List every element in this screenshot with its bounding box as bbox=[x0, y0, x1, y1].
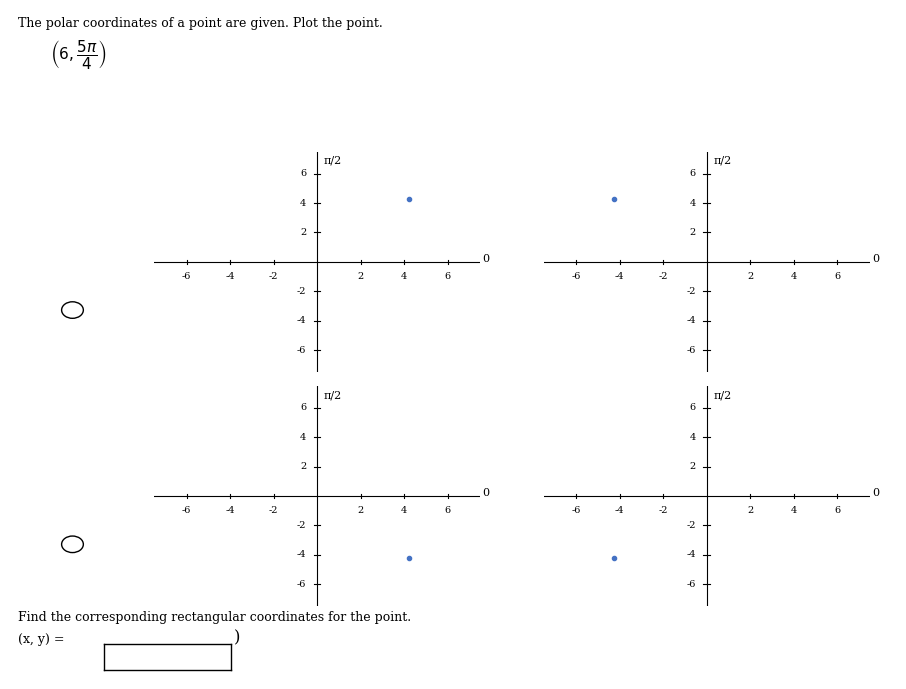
Text: -4: -4 bbox=[226, 272, 235, 281]
Text: 6: 6 bbox=[300, 403, 306, 413]
Text: -4: -4 bbox=[687, 551, 696, 559]
Text: 0: 0 bbox=[482, 254, 489, 264]
Text: Find the corresponding rectangular coordinates for the point.: Find the corresponding rectangular coord… bbox=[18, 610, 411, 624]
Text: -2: -2 bbox=[269, 272, 278, 281]
Text: -2: -2 bbox=[659, 506, 668, 515]
Text: 4: 4 bbox=[401, 506, 407, 515]
Text: 4: 4 bbox=[401, 272, 407, 281]
Text: -6: -6 bbox=[572, 506, 581, 515]
Text: 4: 4 bbox=[791, 272, 796, 281]
Text: 0: 0 bbox=[872, 488, 879, 498]
Text: 2: 2 bbox=[300, 228, 306, 237]
Text: 2: 2 bbox=[358, 272, 363, 281]
Text: 4: 4 bbox=[300, 433, 306, 442]
Text: ): ) bbox=[234, 629, 240, 646]
Text: -4: -4 bbox=[226, 506, 235, 515]
Text: -4: -4 bbox=[687, 316, 696, 325]
Text: -6: -6 bbox=[687, 345, 696, 355]
Text: 2: 2 bbox=[300, 462, 306, 471]
Text: The polar coordinates of a point are given. Plot the point.: The polar coordinates of a point are giv… bbox=[18, 17, 383, 30]
Text: -4: -4 bbox=[615, 272, 624, 281]
Text: 2: 2 bbox=[747, 272, 753, 281]
Text: 4: 4 bbox=[689, 433, 696, 442]
Text: 4: 4 bbox=[689, 198, 696, 207]
Text: 6: 6 bbox=[689, 169, 696, 178]
Text: 4: 4 bbox=[300, 198, 306, 207]
Text: 6: 6 bbox=[689, 403, 696, 413]
Text: 6: 6 bbox=[300, 169, 306, 178]
Text: -6: -6 bbox=[297, 579, 306, 589]
Text: $\left(6, \dfrac{5\pi}{4}\right)$: $\left(6, \dfrac{5\pi}{4}\right)$ bbox=[50, 38, 106, 71]
Text: -6: -6 bbox=[297, 345, 306, 355]
Text: 0: 0 bbox=[482, 488, 489, 498]
Text: -4: -4 bbox=[297, 316, 306, 325]
Text: -2: -2 bbox=[269, 506, 278, 515]
Text: -6: -6 bbox=[182, 506, 191, 515]
Text: π/2: π/2 bbox=[713, 156, 731, 166]
Text: -2: -2 bbox=[687, 287, 696, 296]
Text: 6: 6 bbox=[834, 272, 840, 281]
Text: 4: 4 bbox=[791, 506, 796, 515]
Text: -2: -2 bbox=[297, 287, 306, 296]
Text: 6: 6 bbox=[834, 506, 840, 515]
Text: 6: 6 bbox=[445, 506, 450, 515]
Text: -6: -6 bbox=[687, 579, 696, 589]
Text: 2: 2 bbox=[358, 506, 363, 515]
Text: (x, y) =: (x, y) = bbox=[18, 633, 64, 646]
Text: -4: -4 bbox=[615, 506, 624, 515]
Text: -2: -2 bbox=[687, 521, 696, 530]
Text: -2: -2 bbox=[297, 521, 306, 530]
Text: 6: 6 bbox=[445, 272, 450, 281]
Text: -2: -2 bbox=[659, 272, 668, 281]
Text: 2: 2 bbox=[747, 506, 753, 515]
Text: π/2: π/2 bbox=[323, 156, 342, 166]
Text: -4: -4 bbox=[297, 551, 306, 559]
Text: 0: 0 bbox=[872, 254, 879, 264]
Text: 2: 2 bbox=[689, 228, 696, 237]
Text: -6: -6 bbox=[572, 272, 581, 281]
Text: 2: 2 bbox=[689, 462, 696, 471]
Text: π/2: π/2 bbox=[713, 390, 731, 400]
Text: -6: -6 bbox=[182, 272, 191, 281]
Text: π/2: π/2 bbox=[323, 390, 342, 400]
